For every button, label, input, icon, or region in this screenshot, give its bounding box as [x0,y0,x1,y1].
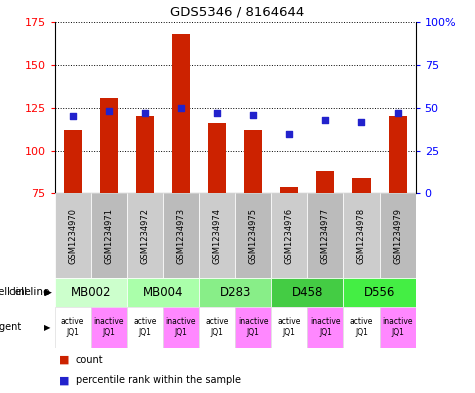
Text: agent: agent [0,322,21,332]
Bar [127,278,199,307]
Bar [271,193,307,278]
Text: percentile rank within the sample: percentile rank within the sample [76,375,241,385]
Text: D556: D556 [364,286,395,299]
Point [69,113,76,119]
Text: GSM1234971: GSM1234971 [104,208,113,264]
Text: GSM1234976: GSM1234976 [285,208,294,264]
Point [285,130,293,137]
Text: GDS5346 / 8164644: GDS5346 / 8164644 [171,6,304,18]
Bar [55,278,127,307]
Text: inactive
JQ1: inactive JQ1 [382,318,413,337]
Bar [91,307,127,348]
Text: inactive
JQ1: inactive JQ1 [238,318,268,337]
Bar [163,193,199,278]
Text: active
JQ1: active JQ1 [350,318,373,337]
Point [213,110,221,116]
Bar [271,307,307,348]
Bar [199,193,235,278]
Bar [127,193,163,278]
Bar [91,193,127,278]
Bar [235,307,271,348]
Text: ■: ■ [59,355,70,365]
Text: GSM1234970: GSM1234970 [68,208,77,264]
Text: GSM1234974: GSM1234974 [213,208,221,264]
Text: ▶: ▶ [46,288,52,297]
Bar [307,193,343,278]
Bar [235,193,271,278]
Bar [352,178,370,193]
Text: inactive
JQ1: inactive JQ1 [310,318,341,337]
Text: MB002: MB002 [70,286,111,299]
Text: GSM1234978: GSM1234978 [357,208,366,264]
Text: active
JQ1: active JQ1 [61,318,85,337]
Bar [380,307,416,348]
Bar [64,130,82,193]
Text: GSM1234979: GSM1234979 [393,208,402,264]
Bar [280,187,298,193]
Bar [199,307,235,348]
Bar [55,193,91,278]
Bar [244,130,262,193]
Text: ▶: ▶ [44,323,51,332]
Text: GSM1234975: GSM1234975 [249,208,257,264]
Text: inactive
JQ1: inactive JQ1 [166,318,196,337]
Point [322,117,329,123]
Point [249,112,257,118]
Bar [208,123,226,193]
Bar [316,171,334,193]
Text: cell line: cell line [9,287,52,297]
Bar [343,193,380,278]
Text: count: count [76,355,104,365]
Bar [343,278,416,307]
Point [358,118,365,125]
Text: D283: D283 [219,286,251,299]
Point [141,110,149,116]
Point [105,108,113,114]
Text: GSM1234972: GSM1234972 [141,208,149,264]
Bar [389,116,407,193]
Point [394,110,401,116]
Bar [307,307,343,348]
Bar [100,97,118,193]
Bar [172,34,190,193]
Text: active
JQ1: active JQ1 [133,318,157,337]
Bar [199,278,271,307]
Text: MB004: MB004 [142,286,183,299]
Text: inactive
JQ1: inactive JQ1 [94,318,124,337]
Text: active
JQ1: active JQ1 [205,318,229,337]
Bar [343,307,380,348]
Bar [271,278,343,307]
Text: ■: ■ [59,375,70,385]
Text: ▶: ▶ [44,288,51,297]
Bar [380,193,416,278]
Bar [55,307,91,348]
Text: cell line: cell line [0,287,30,297]
Text: GSM1234973: GSM1234973 [177,208,185,264]
Text: GSM1234977: GSM1234977 [321,208,330,264]
Text: active
JQ1: active JQ1 [277,318,301,337]
Point [177,105,185,111]
Bar [136,116,154,193]
Bar [163,307,199,348]
Bar [127,307,163,348]
Text: D458: D458 [292,286,323,299]
